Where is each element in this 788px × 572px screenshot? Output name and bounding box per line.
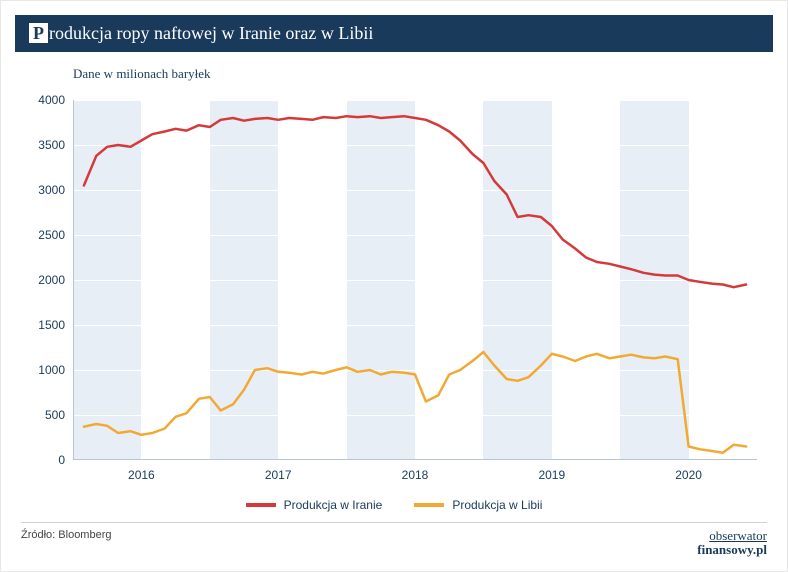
y-axis-label: 3000 (38, 183, 65, 197)
brand-line1: obserwator (697, 529, 767, 543)
legend: Produkcja w Iranie Produkcja w Libii (1, 496, 787, 512)
legend-label: Produkcja w Libii (452, 498, 542, 512)
line-layer (73, 100, 757, 460)
x-axis-label: 2018 (402, 468, 429, 482)
chart-subtitle: Dane w milionach baryłek (73, 66, 787, 82)
legend-item: Produkcja w Iranie (246, 498, 383, 512)
y-axis-label: 2000 (38, 273, 65, 287)
title-rest: rodukcja ropy naftowej w Iranie oraz w L… (49, 23, 373, 43)
legend-swatch (246, 503, 276, 507)
plot-area: 0500100015002000250030003500400020162017… (73, 100, 757, 460)
y-axis-label: 500 (45, 408, 65, 422)
series-line (84, 352, 746, 453)
footer: Źródło: Bloomberg obserwator finansowy.p… (21, 522, 767, 556)
y-axis-label: 4000 (38, 93, 65, 107)
y-axis-label: 2500 (38, 228, 65, 242)
chart-container: Produkcja ropy naftowej w Iranie oraz w … (0, 0, 788, 572)
y-axis-label: 3500 (38, 138, 65, 152)
chart-area: 0 500 1000 1500 2000 2500 3000 3500 4000 2016 2017… (21, 90, 767, 490)
series-line (84, 116, 746, 287)
y-axis-label: 1000 (38, 363, 65, 377)
x-axis-label: 2019 (538, 468, 565, 482)
x-axis-label: 2020 (675, 468, 702, 482)
x-axis-label: 2017 (265, 468, 292, 482)
legend-label: Produkcja w Iranie (284, 498, 383, 512)
x-axis-label: 2016 (128, 468, 155, 482)
brand-logo: obserwator finansowy.pl (697, 529, 767, 556)
legend-swatch (414, 503, 444, 507)
brand-line2: finansowy.pl (697, 543, 767, 557)
source-label: Źródło: Bloomberg (21, 529, 112, 541)
title-firstletter: P (29, 23, 48, 43)
gridline (73, 460, 757, 461)
y-axis-label: 0 (58, 453, 65, 467)
chart-title: Produkcja ropy naftowej w Iranie oraz w … (15, 15, 773, 52)
y-axis-label: 1500 (38, 318, 65, 332)
legend-item: Produkcja w Libii (414, 498, 542, 512)
